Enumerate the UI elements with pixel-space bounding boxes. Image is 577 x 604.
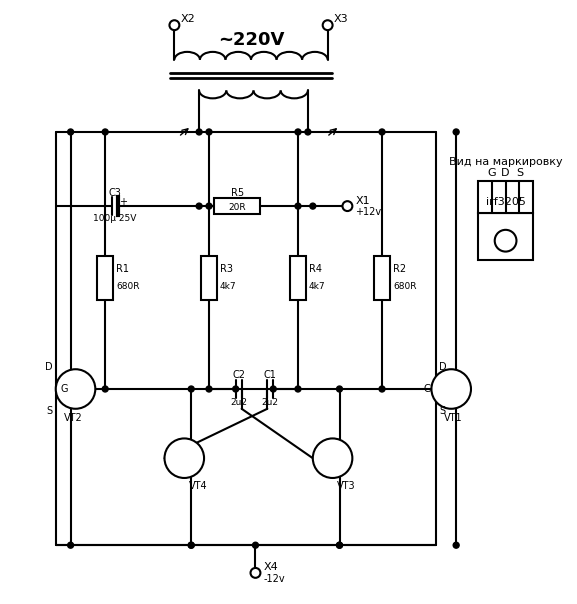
Circle shape [305, 129, 311, 135]
Text: X2: X2 [181, 14, 195, 24]
Circle shape [313, 439, 353, 478]
Text: C2: C2 [232, 370, 245, 380]
Bar [478, 213, 533, 260]
Circle shape [295, 129, 301, 135]
Circle shape [453, 129, 459, 135]
Text: VT2: VT2 [64, 413, 83, 423]
Bar [201, 256, 217, 300]
Text: 680R: 680R [393, 282, 417, 291]
Bar [290, 256, 306, 300]
Circle shape [453, 542, 459, 548]
Text: VT1: VT1 [444, 413, 463, 423]
Text: 680R: 680R [116, 282, 140, 291]
Circle shape [170, 21, 179, 30]
Circle shape [253, 542, 258, 548]
Circle shape [343, 201, 353, 211]
Bar [214, 198, 260, 214]
Text: +12v: +12v [355, 207, 381, 217]
Circle shape [68, 129, 73, 135]
Circle shape [102, 129, 108, 135]
Text: R4: R4 [309, 264, 322, 274]
Text: R2: R2 [393, 264, 406, 274]
Circle shape [56, 369, 95, 409]
Bar [374, 256, 390, 300]
Circle shape [196, 203, 202, 209]
Text: 2u2: 2u2 [262, 399, 279, 407]
Text: +: + [119, 197, 127, 207]
Text: X4: X4 [263, 562, 278, 572]
Text: 4k7: 4k7 [309, 282, 325, 291]
Text: 4k7: 4k7 [220, 282, 237, 291]
Circle shape [310, 203, 316, 209]
Text: 100μ 25V: 100μ 25V [93, 214, 137, 223]
Circle shape [432, 369, 471, 409]
Text: S: S [516, 169, 523, 178]
Text: R1: R1 [116, 264, 129, 274]
Text: -12v: -12v [263, 574, 285, 584]
Text: G: G [424, 384, 432, 394]
Circle shape [206, 129, 212, 135]
Circle shape [379, 386, 385, 392]
Circle shape [233, 386, 239, 392]
Text: C3: C3 [108, 188, 122, 198]
Text: irf3205: irf3205 [486, 197, 526, 207]
Text: 2u2: 2u2 [230, 399, 247, 407]
Text: G: G [61, 384, 68, 394]
Circle shape [196, 129, 202, 135]
Text: VT4: VT4 [189, 481, 208, 491]
Circle shape [164, 439, 204, 478]
Text: VT3: VT3 [337, 481, 356, 491]
Circle shape [250, 568, 260, 578]
Text: S: S [47, 406, 53, 416]
Bar [98, 256, 113, 300]
Circle shape [336, 542, 343, 548]
Text: G: G [488, 169, 496, 178]
Circle shape [379, 129, 385, 135]
Text: C1: C1 [264, 370, 277, 380]
Circle shape [323, 21, 332, 30]
Text: X3: X3 [334, 14, 348, 24]
Text: S: S [439, 406, 445, 416]
Text: D: D [501, 169, 510, 178]
Circle shape [336, 386, 343, 392]
Circle shape [336, 542, 343, 548]
Text: Вид на маркировку: Вид на маркировку [449, 156, 563, 167]
Text: R5: R5 [231, 188, 243, 198]
Circle shape [270, 386, 276, 392]
Circle shape [188, 542, 194, 548]
Circle shape [206, 386, 212, 392]
Text: R3: R3 [220, 264, 233, 274]
Circle shape [102, 386, 108, 392]
Circle shape [494, 230, 516, 252]
Circle shape [295, 203, 301, 209]
Circle shape [68, 542, 73, 548]
Circle shape [206, 203, 212, 209]
Circle shape [188, 542, 194, 548]
Bar [478, 181, 533, 213]
Text: 20R: 20R [228, 202, 246, 211]
Text: D: D [45, 362, 53, 372]
Circle shape [295, 386, 301, 392]
Circle shape [188, 386, 194, 392]
Text: X1: X1 [355, 196, 370, 206]
Text: ~220V: ~220V [218, 31, 284, 49]
Text: D: D [439, 362, 447, 372]
